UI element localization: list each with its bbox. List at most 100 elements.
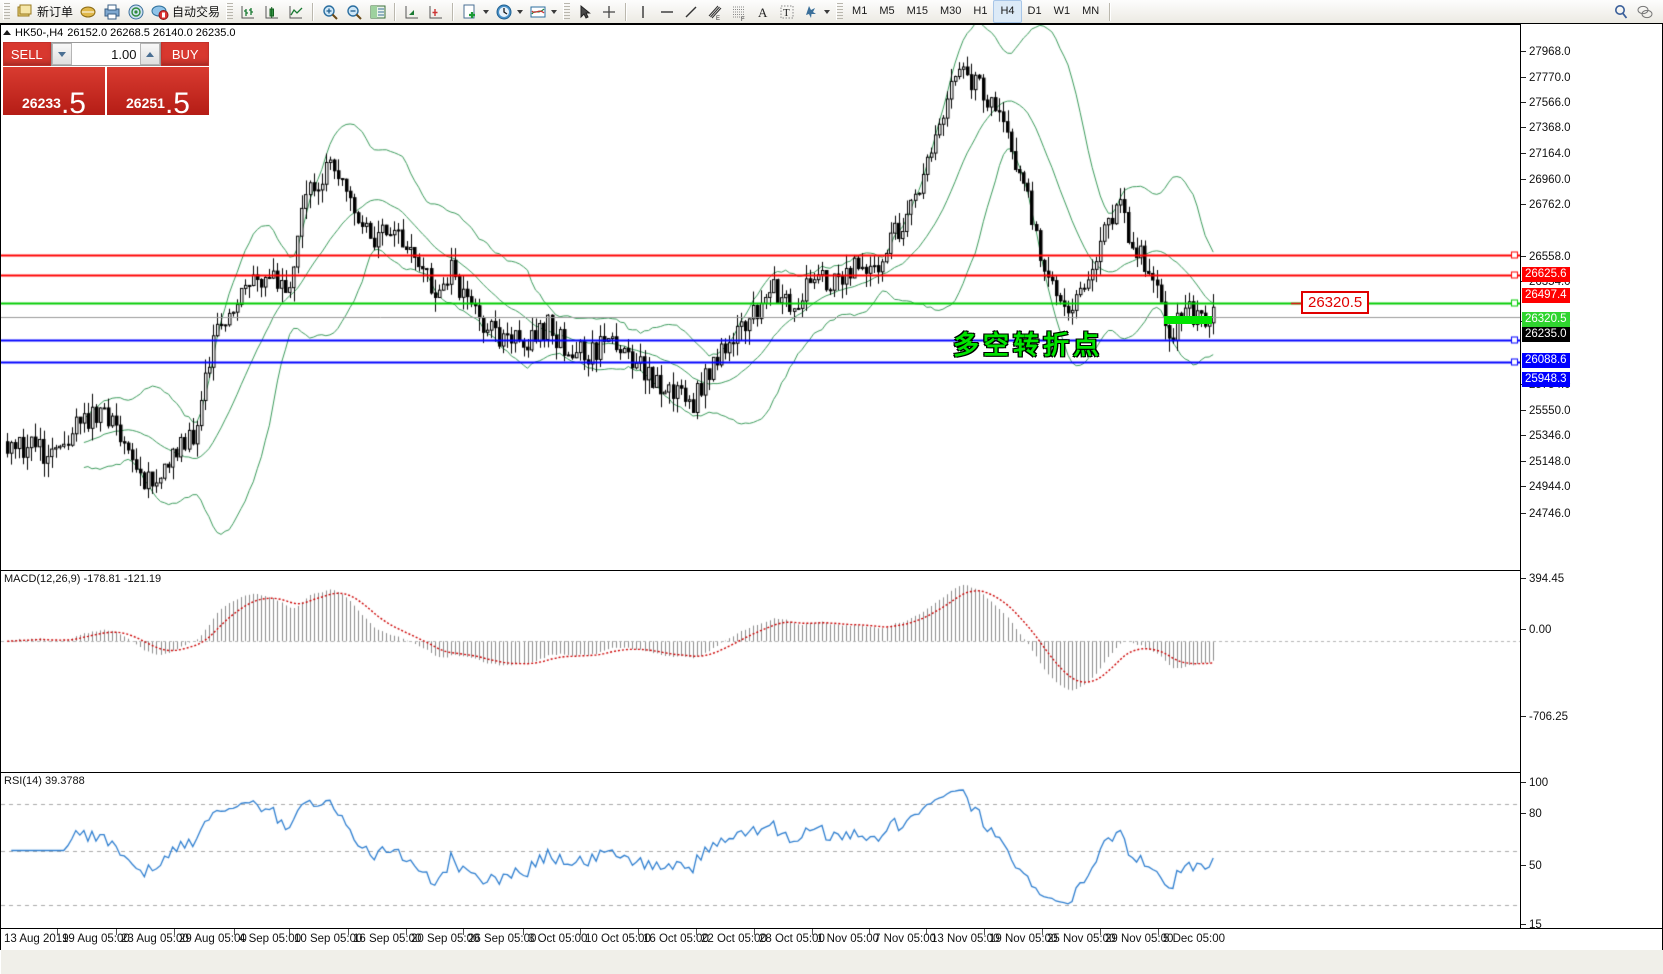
objects-button[interactable]: [799, 1, 833, 22]
period-button[interactable]: [492, 1, 526, 22]
price-tick: 27566.0: [1521, 97, 1571, 109]
vertical-line-button[interactable]: [631, 1, 655, 22]
horizontal-line-button[interactable]: [655, 1, 679, 22]
chart-shift-button[interactable]: [400, 1, 424, 22]
bar-chart-icon: [239, 3, 257, 21]
level-price-label[interactable]: 26497.4: [1522, 288, 1570, 303]
chart-text-annotation[interactable]: 多空转折点: [953, 330, 1104, 360]
price-tick: 27368.0: [1521, 122, 1571, 134]
cursor-button[interactable]: [573, 1, 597, 22]
rsi-pane[interactable]: RSI(14) 39.3788: [1, 772, 1520, 928]
main-toolbar: 新订单 自动交易: [0, 0, 1663, 24]
new-order-button[interactable]: 新订单: [13, 1, 76, 22]
timeframe-h1[interactable]: H1: [973, 5, 988, 17]
timeframe-w1[interactable]: W1: [1053, 5, 1071, 17]
time-tick-mark: [1158, 929, 1159, 935]
objects-icon: [802, 3, 820, 21]
toolbar-separator-5: [1109, 2, 1112, 21]
zoom-out-button[interactable]: [342, 1, 366, 22]
time-tick: 1 Nov 05:00: [817, 933, 880, 945]
new-order-icon: [16, 3, 34, 21]
toolbar-grip-3[interactable]: [563, 3, 571, 20]
timeframe-m30[interactable]: M30: [940, 5, 962, 17]
trendline-button[interactable]: [679, 1, 703, 22]
time-tick-mark: [869, 929, 870, 935]
auto-scroll-button[interactable]: [424, 1, 448, 22]
chart-window[interactable]: HK50-,H4 26152.0 26268.5 26140.0 26235.0…: [0, 23, 1663, 974]
timeframe-m5[interactable]: M5: [879, 5, 895, 17]
indicator-button[interactable]: [526, 1, 560, 22]
equidistant-channel-button[interactable]: E: [703, 1, 727, 22]
toolbar-grip-2[interactable]: [226, 3, 234, 20]
time-tick: 16 Oct 05:00: [643, 933, 709, 945]
time-tick-mark: [234, 929, 235, 935]
autotrading-button[interactable]: 自动交易: [148, 1, 223, 22]
time-tick: 10 Oct 05:00: [585, 933, 651, 945]
search-button[interactable]: [1609, 1, 1633, 22]
time-tick-mark: [57, 929, 58, 935]
time-tick: 7 Nov 05:00: [874, 933, 937, 945]
highlight-band: [1164, 316, 1212, 324]
macd-chart-canvas[interactable]: [1, 571, 1520, 767]
toolbar-grip-4[interactable]: [836, 3, 844, 20]
text-label-button[interactable]: T: [775, 1, 799, 22]
line-chart-button[interactable]: [284, 1, 308, 22]
objects-dropdown-caret[interactable]: [824, 9, 831, 14]
level-price-label[interactable]: 26625.6: [1522, 267, 1570, 282]
price-tick: 25148.0: [1521, 456, 1571, 468]
template-button[interactable]: [458, 1, 492, 22]
crosshair-button[interactable]: [597, 1, 621, 22]
toolbar-grip[interactable]: [3, 3, 10, 20]
price-tick: 27770.0: [1521, 72, 1571, 84]
macd-label: MACD(12,26,9) -178.81 -121.19: [4, 573, 162, 585]
svg-text:T: T: [783, 7, 790, 19]
print-button[interactable]: [100, 1, 124, 22]
navigator-icon: [127, 3, 145, 21]
rsi-tick: 100: [1521, 777, 1548, 789]
current-price-label[interactable]: 26235.0: [1522, 327, 1570, 342]
time-tick-mark: [463, 929, 464, 935]
price-pane[interactable]: 多空转折点 26320.5: [1, 24, 1520, 569]
macd-pane[interactable]: MACD(12,26,9) -178.81 -121.19: [1, 570, 1520, 768]
candlestick-chart-button[interactable]: [260, 1, 284, 22]
price-tick: 25346.0: [1521, 430, 1571, 442]
new-order-label: 新订单: [37, 5, 74, 19]
toolbar-separator-2: [394, 2, 397, 21]
data-window-button[interactable]: [366, 1, 390, 22]
price-chart-canvas[interactable]: [1, 25, 1520, 569]
time-tick-mark: [754, 929, 755, 935]
price-tick: 26762.0: [1521, 199, 1571, 211]
time-tick: 29 Nov 05:00: [1105, 933, 1174, 945]
level-price-label[interactable]: 25948.3: [1522, 372, 1570, 387]
price-tick: 24746.0: [1521, 508, 1571, 520]
indicator-icon: [529, 3, 547, 21]
level-price-label[interactable]: 26088.6: [1522, 353, 1570, 368]
rsi-chart-canvas[interactable]: [1, 773, 1520, 928]
time-tick: 4 Sep 05:00: [239, 933, 302, 945]
price-scale[interactable]: 27968.0 27770.0 27566.0 27368.0 27164.0 26960…: [1520, 24, 1662, 953]
chat-button[interactable]: [1633, 1, 1657, 22]
text-button[interactable]: A: [751, 1, 775, 22]
navigator-button[interactable]: [124, 1, 148, 22]
timeframe-m1[interactable]: M1: [852, 5, 868, 17]
time-tick: 10 Sep 05:00: [294, 933, 363, 945]
price-tick: 26558.0: [1521, 251, 1571, 263]
auto-scroll-icon: [427, 3, 445, 21]
autotrading-icon: [151, 3, 169, 21]
time-scale[interactable]: 13 Aug 2019 19 Aug 05:00 23 Aug 05:00 29 Au…: [1, 928, 1662, 950]
timeframe-h4[interactable]: H4: [993, 0, 1022, 23]
timeframe-d1[interactable]: D1: [1027, 5, 1042, 17]
bar-chart-button[interactable]: [236, 1, 260, 22]
time-tick: 29 Aug 05:00: [179, 933, 247, 945]
search-icon: [1612, 3, 1630, 21]
indicator-dropdown-caret[interactable]: [551, 9, 558, 14]
period-dropdown-caret[interactable]: [517, 9, 524, 14]
zoom-in-button[interactable]: [318, 1, 342, 22]
fibonacci-button[interactable]: F: [727, 1, 751, 23]
timeframe-m15[interactable]: M15: [906, 5, 928, 17]
level-price-label[interactable]: 26320.5: [1522, 312, 1570, 327]
expert-advisors-button[interactable]: [76, 1, 100, 22]
price-tag-label[interactable]: 26320.5: [1301, 291, 1370, 314]
template-dropdown-caret[interactable]: [483, 9, 490, 14]
timeframe-mn[interactable]: MN: [1082, 5, 1100, 17]
